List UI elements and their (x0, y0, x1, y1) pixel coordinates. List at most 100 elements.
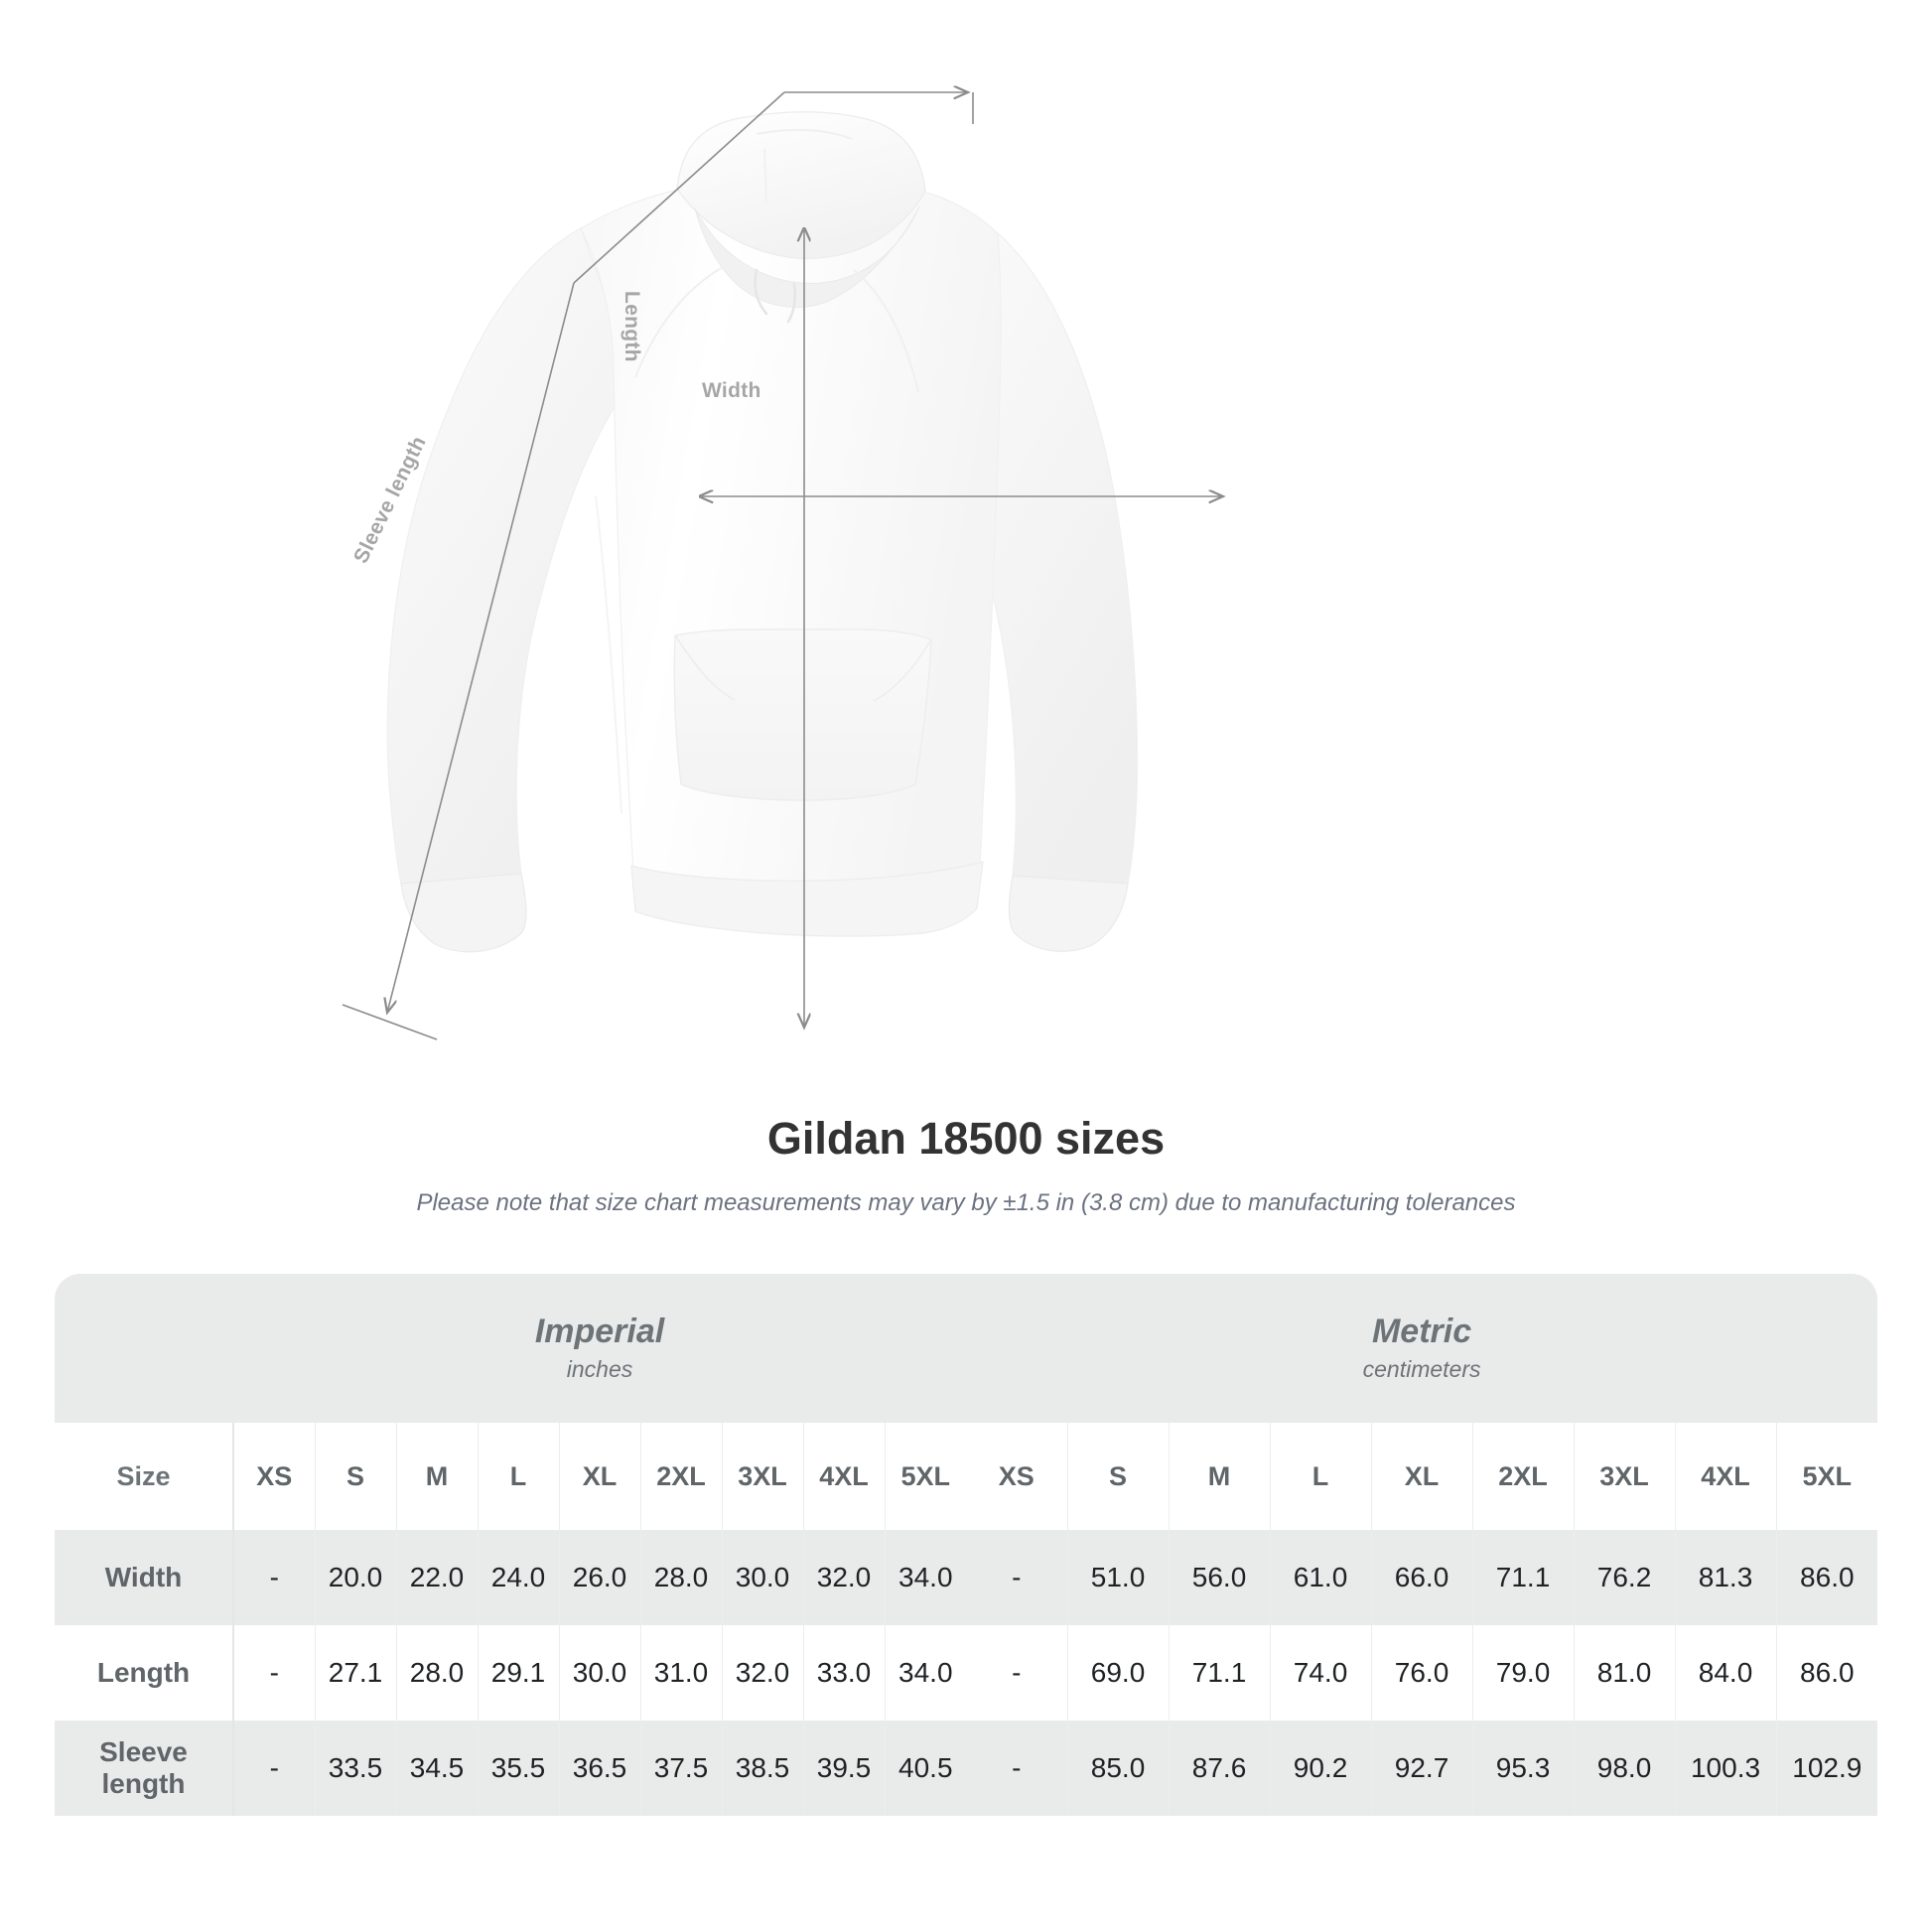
cell-length-metric-3xl: 81.0 (1573, 1625, 1676, 1721)
cell-width-metric-5xl: 86.0 (1775, 1530, 1878, 1625)
row-header-length: Length (55, 1625, 233, 1721)
measurement-guides (342, 91, 1223, 1040)
size-column-header-metric-2xl: 2XL (1471, 1423, 1575, 1530)
cell-sleeve-length-metric-4xl: 100.3 (1674, 1721, 1777, 1816)
size-column-header-metric-m: M (1168, 1423, 1271, 1530)
row-header-width: Width (55, 1530, 233, 1625)
cell-sleeve-length-metric-m: 87.6 (1168, 1721, 1271, 1816)
cell-width-metric-l: 61.0 (1269, 1530, 1372, 1625)
size-column-header-metric-s: S (1066, 1423, 1170, 1530)
cell-sleeve-length-metric-2xl: 95.3 (1471, 1721, 1575, 1816)
size-column-header-metric-xs: XS (966, 1423, 1068, 1530)
cell-length-metric-xs: - (966, 1625, 1068, 1721)
cell-length-imperial-xl: 30.0 (558, 1625, 640, 1721)
sleeve-length-line (387, 282, 575, 1013)
unit-group-name: Metric (1371, 1311, 1472, 1350)
size-column-header-imperial-2xl: 2XL (639, 1423, 722, 1530)
cell-length-metric-xl: 76.0 (1370, 1625, 1473, 1721)
cell-width-metric-3xl: 76.2 (1573, 1530, 1676, 1625)
size-column-header-imperial-xs: XS (232, 1423, 315, 1530)
cell-sleeve-length-imperial-xs: - (232, 1721, 315, 1816)
hoodie-body-group (386, 111, 1139, 953)
size-column-header-metric-4xl: 4XL (1674, 1423, 1777, 1530)
cell-width-imperial-5xl: 34.0 (884, 1530, 967, 1625)
cell-length-imperial-s: 27.1 (314, 1625, 396, 1721)
cell-sleeve-length-metric-xs: - (966, 1721, 1068, 1816)
garment-diagram: Length Width Sleeve length (342, 0, 1932, 1040)
cell-length-metric-m: 71.1 (1168, 1625, 1271, 1721)
hoodie-illustration-svg (342, 0, 1932, 1040)
size-column-header-metric-l: L (1269, 1423, 1372, 1530)
cell-sleeve-length-imperial-m: 34.5 (395, 1721, 478, 1816)
size-column-header-imperial-4xl: 4XL (802, 1423, 885, 1530)
cell-length-metric-s: 69.0 (1066, 1625, 1170, 1721)
cell-width-imperial-2xl: 28.0 (639, 1530, 722, 1625)
size-column-header-imperial-l: L (477, 1423, 559, 1530)
cell-width-metric-4xl: 81.3 (1674, 1530, 1777, 1625)
size-header-row: Size XS S M L XL 2XL 3XL 4XL 5XL XS S M L XL 2XL 3XL 4XL 5… (55, 1423, 1878, 1530)
size-column-header-imperial-xl: XL (558, 1423, 640, 1530)
size-column-header-metric-5xl: 5XL (1775, 1423, 1878, 1530)
title-block: Gildan 18500 sizes Please note that size… (0, 1112, 1932, 1218)
unit-group-subtitle: inches (566, 1356, 633, 1382)
cell-sleeve-length-imperial-3xl: 38.5 (721, 1721, 803, 1816)
cell-width-imperial-4xl: 32.0 (802, 1530, 885, 1625)
cell-length-imperial-3xl: 32.0 (721, 1625, 803, 1721)
cell-length-imperial-4xl: 33.0 (802, 1625, 885, 1721)
cell-sleeve-length-imperial-l: 35.5 (477, 1721, 559, 1816)
cell-length-imperial-2xl: 31.0 (639, 1625, 722, 1721)
cell-sleeve-length-metric-3xl: 98.0 (1573, 1721, 1676, 1816)
table-row: Width -20.0 22.0 24.0 26.0 28.0 30.0 32.0 34.0-5… (55, 1530, 1878, 1625)
table-row: Length -27.1 28.0 29.1 30.0 31.0 32.0 33.0 34.0-… (55, 1625, 1878, 1721)
cell-width-imperial-3xl: 30.0 (721, 1530, 803, 1625)
cell-width-imperial-xs: - (232, 1530, 315, 1625)
page-title: Gildan 18500 sizes (766, 1113, 1166, 1164)
cell-sleeve-length-metric-xl: 92.7 (1370, 1721, 1473, 1816)
cell-width-imperial-xl: 26.0 (558, 1530, 640, 1625)
cell-length-imperial-l: 29.1 (477, 1625, 559, 1721)
cell-width-imperial-l: 24.0 (477, 1530, 559, 1625)
size-chart-table: Imperial inches Metric centimeters Size XS S M L… (55, 1274, 1878, 1816)
length-dimension-label: Length (621, 291, 643, 362)
size-column-header-metric-xl: XL (1370, 1423, 1473, 1530)
sleeve-length-end-tick (342, 1004, 438, 1040)
cell-length-metric-5xl: 86.0 (1775, 1625, 1878, 1721)
cell-width-metric-xl: 66.0 (1370, 1530, 1473, 1625)
cell-sleeve-length-metric-l: 90.2 (1269, 1721, 1372, 1816)
cell-width-metric-xs: - (966, 1530, 1068, 1625)
cell-width-metric-2xl: 71.1 (1471, 1530, 1575, 1625)
unit-group-metric: Metric centimeters (966, 1274, 1878, 1423)
size-column-header-metric-3xl: 3XL (1573, 1423, 1676, 1530)
cell-width-imperial-m: 22.0 (395, 1530, 478, 1625)
cell-width-imperial-s: 20.0 (314, 1530, 396, 1625)
size-column-header-imperial-m: M (395, 1423, 478, 1530)
cell-sleeve-length-metric-s: 85.0 (1066, 1721, 1170, 1816)
cell-sleeve-length-metric-5xl: 102.9 (1775, 1721, 1878, 1816)
unit-group-name: Imperial (534, 1311, 665, 1350)
unit-header-spacer (55, 1274, 233, 1423)
row-header-sleeve-length: Sleeve length (55, 1721, 233, 1816)
size-header-label: Size (55, 1423, 233, 1530)
sleeve-callout-diagonal-top (573, 91, 785, 284)
cell-length-imperial-5xl: 34.0 (884, 1625, 967, 1721)
size-column-header-imperial-3xl: 3XL (721, 1423, 803, 1530)
cell-width-metric-m: 56.0 (1168, 1530, 1271, 1625)
cell-length-imperial-xs: - (232, 1625, 315, 1721)
cell-sleeve-length-imperial-5xl: 40.5 (884, 1721, 967, 1816)
tolerance-note: Please note that size chart measurements… (416, 1189, 1516, 1216)
table-row: Sleeve length -33.5 34.5 35.5 36.5 37.5 38.5 39… (55, 1721, 1878, 1816)
cell-width-metric-s: 51.0 (1066, 1530, 1170, 1625)
cell-length-metric-2xl: 79.0 (1471, 1625, 1575, 1721)
size-column-header-imperial-5xl: 5XL (884, 1423, 967, 1530)
cell-sleeve-length-imperial-xl: 36.5 (558, 1721, 640, 1816)
cell-sleeve-length-imperial-s: 33.5 (314, 1721, 396, 1816)
cell-length-metric-4xl: 84.0 (1674, 1625, 1777, 1721)
width-dimension-label: Width (702, 379, 761, 402)
cell-length-metric-l: 74.0 (1269, 1625, 1372, 1721)
cell-length-imperial-m: 28.0 (395, 1625, 478, 1721)
cell-sleeve-length-imperial-4xl: 39.5 (802, 1721, 885, 1816)
size-column-header-imperial-s: S (314, 1423, 396, 1530)
unit-group-subtitle: centimeters (1362, 1356, 1481, 1382)
size-chart-table-wrapper: Imperial inches Metric centimeters Size XS S M L… (55, 1274, 1878, 1816)
unit-group-imperial: Imperial inches (233, 1274, 967, 1423)
